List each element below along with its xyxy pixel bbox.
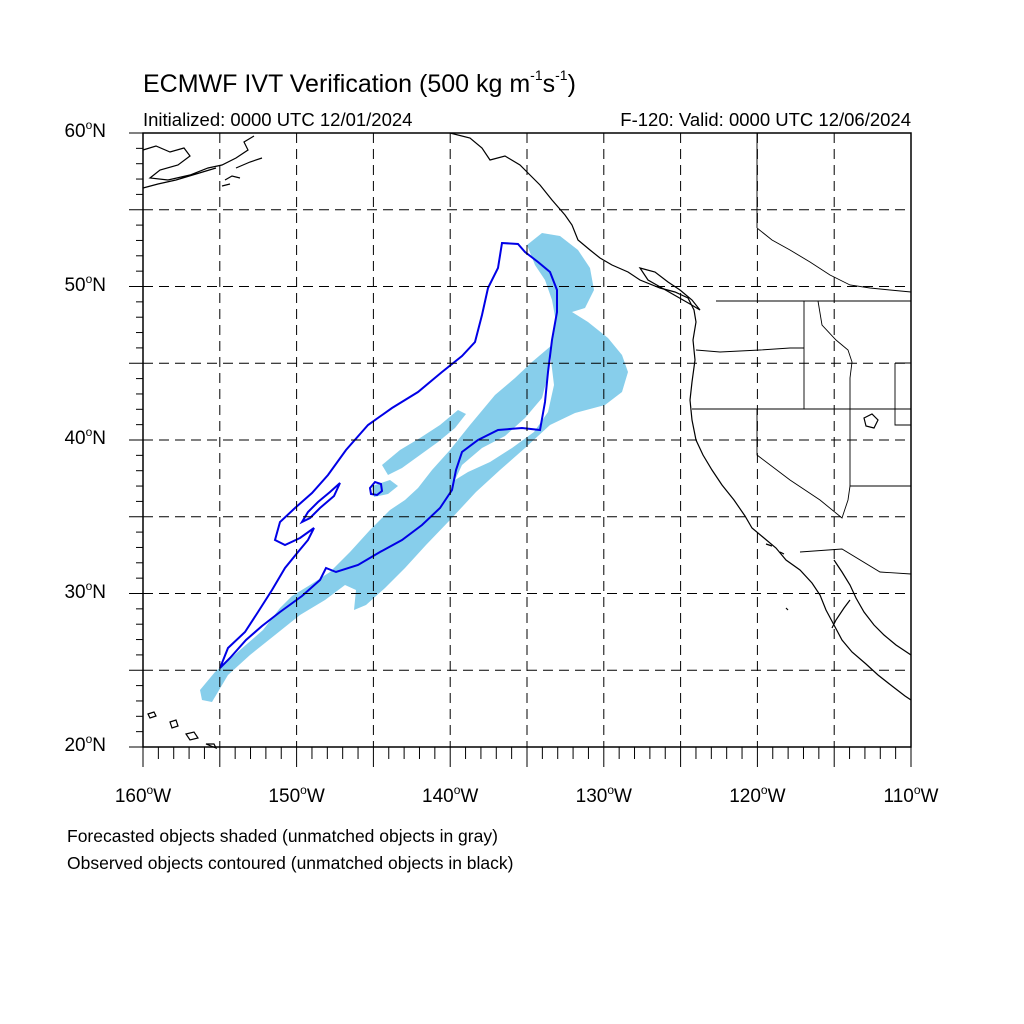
map-grid [143, 133, 911, 747]
lon-label-110: 110oW [883, 783, 939, 807]
idaho-border [803, 300, 853, 409]
observed-object-small [368, 480, 384, 497]
us-mexico-border [799, 548, 912, 575]
forecast-object-strip [382, 410, 466, 475]
alaska-islands [221, 157, 263, 187]
inland-lake [863, 413, 879, 429]
canada-interior-line [756, 133, 912, 293]
nevada-border [756, 409, 911, 519]
axis-ticks [129, 132, 912, 767]
observed-object-main [219, 241, 558, 669]
hawaii-islands [147, 711, 218, 750]
lon-label-120: 120oW [729, 783, 786, 807]
note-forecast: Forecasted objects shaded (unmatched obj… [67, 826, 498, 846]
lat-label-50: 50oN [64, 271, 106, 296]
baja-peninsula [831, 559, 912, 656]
alaska-coast [142, 135, 255, 189]
observed-objects [219, 241, 558, 669]
lon-label-140: 140oW [422, 783, 479, 807]
lat-label-30: 30oN [64, 578, 106, 603]
washington-oregon-border [695, 347, 804, 353]
vancouver-island [638, 267, 701, 311]
lon-label-150: 150oW [268, 783, 325, 807]
lat-label-40: 40oN [64, 425, 106, 449]
political-borders [692, 133, 912, 575]
channel-islands [765, 543, 789, 611]
forecast-objects [200, 233, 628, 702]
lon-label-130: 130oW [575, 783, 632, 807]
initialized-time: Initialized: 0000 UTC 12/01/2024 [143, 109, 413, 130]
note-observed: Observed objects contoured (unmatched ob… [67, 853, 514, 873]
lat-label-60: 60oN [64, 118, 106, 142]
north-america-coast [449, 132, 912, 701]
observed-object-tail [299, 482, 341, 525]
forecast-object-main [200, 233, 628, 702]
valid-time: F-120: Valid: 0000 UTC 12/06/2024 [620, 109, 911, 130]
lon-label-160: 160oW [114, 783, 172, 807]
lat-label-20: 20oN [64, 732, 106, 756]
map-frame [142, 132, 912, 748]
figure-title: ECMWF IVT Verification (500 kg m-1s-1) [143, 67, 576, 98]
utah-border [849, 362, 911, 486]
coastlines [142, 132, 912, 750]
